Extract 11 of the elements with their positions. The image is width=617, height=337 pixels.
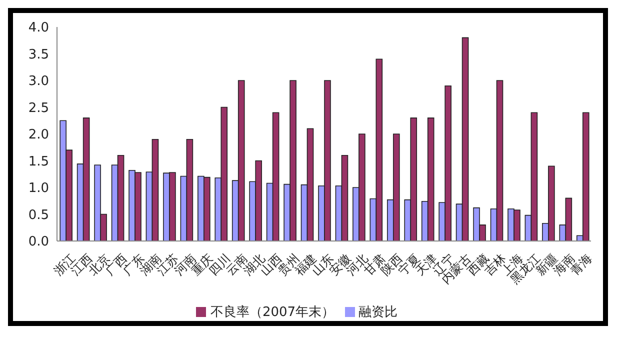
- y-tick-label: 1.0: [28, 181, 49, 196]
- y-tick-label: 3.0: [28, 74, 49, 90]
- y-tick-label: 3.5: [28, 47, 49, 62]
- y-tick-label: 2.0: [28, 128, 49, 143]
- legend-label: 融资比: [358, 305, 398, 320]
- y-tick-label: 0.5: [28, 208, 49, 223]
- y-tick-label: 1.5: [28, 154, 49, 170]
- y-tick-label: 0.0: [28, 234, 49, 250]
- y-tick-label: 4.0: [28, 20, 49, 36]
- y-tick-label: 2.5: [28, 100, 49, 116]
- legend-label: 不良率（2007年末）: [210, 305, 335, 320]
